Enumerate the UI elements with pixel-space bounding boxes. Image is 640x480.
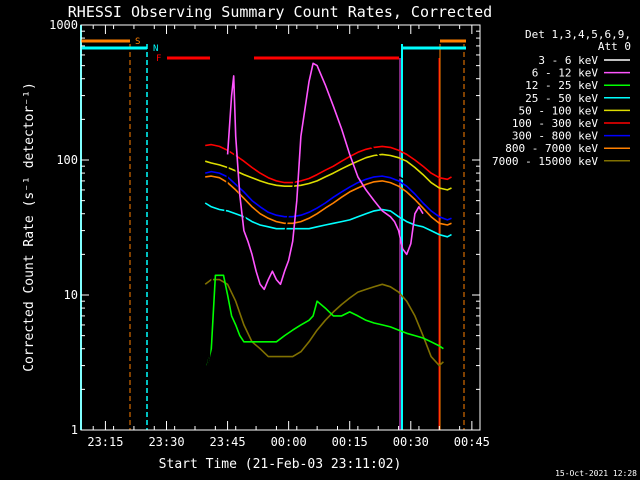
legend-header: Det 1,3,4,5,6,9,	[525, 28, 631, 41]
timestamp-footer: 15-Oct-2021 12:28	[555, 469, 637, 478]
legend-entry-label: 7000 - 15000 keV	[492, 155, 598, 168]
x-tick-label: 23:45	[210, 435, 246, 449]
legend-entry-label: 12 - 25 keV	[525, 79, 598, 92]
x-tick-label: 00:15	[332, 435, 368, 449]
marker-label-f: F	[156, 54, 161, 64]
series-line-7	[205, 170, 452, 221]
marker-label-n: N	[153, 44, 158, 54]
legend-entry-label: 50 - 100 keV	[519, 104, 599, 117]
legend-header: Att 0	[598, 40, 631, 53]
series-line-1	[204, 84, 428, 377]
x-axis-label: Start Time (21-Feb-03 23:11:02)	[159, 457, 402, 472]
series-line-5	[204, 153, 452, 191]
y-tick-label: 100	[56, 153, 78, 167]
series-line-2	[226, 62, 424, 291]
legend-entry-label: 800 - 7000 keV	[505, 142, 598, 155]
y-tick-label: 1	[71, 423, 78, 437]
y-tick-label: 10	[64, 288, 78, 302]
plot-frame	[80, 24, 481, 431]
marker-label-s: S	[135, 37, 140, 47]
x-tick-label: 00:45	[454, 435, 490, 449]
x-tick-label: 00:00	[271, 435, 307, 449]
chart-title: RHESSI Observing Summary Count Rates, Co…	[68, 3, 492, 21]
x-tick-label: 23:30	[148, 435, 184, 449]
series-line-9	[204, 278, 444, 367]
y-tick-label: 1000	[49, 18, 78, 32]
legend-entry-label: 3 - 6 keV	[538, 54, 598, 67]
y-axis-label: Corrected Count Rate (s⁻¹ detector⁻¹)	[22, 82, 37, 372]
x-tick-label: 00:30	[393, 435, 429, 449]
series-line-8	[205, 175, 452, 226]
series-line-6	[205, 143, 452, 184]
legend-entry-label: 100 - 300 keV	[512, 117, 598, 130]
legend-entry-label: 300 - 800 keV	[512, 130, 598, 143]
legend-entry-label: 25 - 50 keV	[525, 92, 598, 105]
x-tick-label: 23:15	[87, 435, 123, 449]
series-line-3	[206, 274, 444, 366]
legend-entry-label: 6 - 12 keV	[532, 67, 599, 80]
